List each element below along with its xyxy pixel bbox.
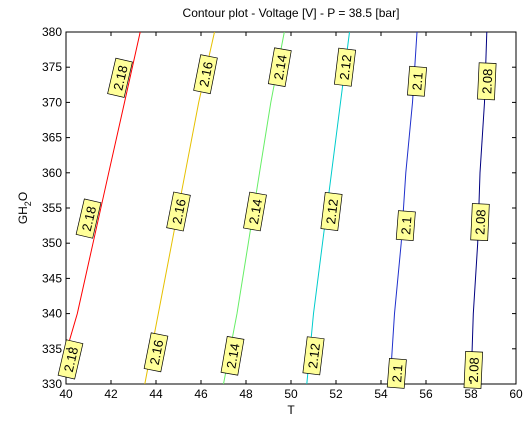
contour-label-text: 2.14 bbox=[271, 54, 290, 81]
x-tick-label: 54 bbox=[374, 387, 388, 401]
y-axis-label-main: GH bbox=[16, 206, 30, 224]
contour-label: 2.1 bbox=[395, 210, 416, 241]
contour-label: 2.14 bbox=[243, 191, 267, 232]
x-tick-label: 42 bbox=[104, 387, 118, 401]
contour-label-box bbox=[143, 332, 169, 373]
contour-label-text: 2.16 bbox=[169, 198, 189, 226]
x-tick-label: 44 bbox=[149, 387, 163, 401]
contour-label: 2.18 bbox=[107, 57, 133, 98]
contour-label-text: 2.14 bbox=[223, 342, 242, 369]
contour-label-box bbox=[107, 57, 133, 98]
contour-label: 2.18 bbox=[57, 339, 84, 380]
contour-label: 2.16 bbox=[143, 332, 169, 373]
x-tick-label: 60 bbox=[509, 387, 523, 401]
contour-label: 2.08 bbox=[463, 350, 483, 389]
contour-label: 2.14 bbox=[220, 336, 245, 376]
contour-label: 2.16 bbox=[193, 54, 218, 95]
y-axis: 330 335 340 345 350 355 360 365 370 375 380 bbox=[42, 25, 516, 391]
contour-label-box bbox=[267, 47, 292, 87]
contour-label: 2.12 bbox=[333, 47, 357, 87]
contour-label-text: 2.16 bbox=[147, 339, 167, 367]
contour-label-text: 2.08 bbox=[466, 357, 482, 383]
plot-area bbox=[65, 31, 517, 385]
contour-label: 2.1 bbox=[407, 65, 427, 97]
x-axis: 40 42 44 46 48 50 52 54 56 58 60 bbox=[59, 32, 523, 401]
contour-labels: 2.182.182.182.162.162.162.142.142.142.12… bbox=[57, 47, 497, 389]
contour-label-box bbox=[193, 54, 218, 95]
contour-label-text: 2.12 bbox=[323, 198, 341, 225]
contour-label-text: 2.16 bbox=[196, 60, 216, 88]
contour-label-box bbox=[463, 350, 483, 389]
y-tick-label: 330 bbox=[42, 377, 62, 391]
contour-label: 2.08 bbox=[477, 62, 497, 101]
y-tick-label: 350 bbox=[42, 236, 62, 250]
contour-label-box bbox=[302, 336, 325, 376]
x-tick-label: 52 bbox=[329, 387, 343, 401]
contour-label-box bbox=[166, 191, 191, 232]
y-axis-label-tail: O bbox=[16, 192, 30, 201]
contour-label-box bbox=[407, 65, 427, 97]
y-tick-label: 370 bbox=[42, 95, 62, 109]
y-axis-label: GH2O bbox=[16, 192, 33, 224]
y-tick-label: 345 bbox=[42, 271, 62, 285]
contour-label: 2.18 bbox=[75, 198, 102, 239]
y-tick-label: 340 bbox=[42, 307, 62, 321]
contour-label-text: 2.12 bbox=[305, 342, 323, 369]
x-tick-label: 50 bbox=[284, 387, 298, 401]
x-tick-label: 58 bbox=[464, 387, 478, 401]
x-tick-label: 46 bbox=[194, 387, 208, 401]
contour-label-box bbox=[57, 339, 84, 380]
y-tick-label: 380 bbox=[42, 25, 62, 39]
x-tick-label: 48 bbox=[239, 387, 253, 401]
contour-label-box bbox=[395, 210, 416, 241]
y-axis-label-subscript: 2 bbox=[23, 201, 33, 206]
contour-label-text: 2.08 bbox=[479, 68, 495, 94]
contour-label-box bbox=[477, 62, 497, 101]
contour-label-text: 2.14 bbox=[246, 198, 265, 225]
y-tick-label: 360 bbox=[42, 166, 62, 180]
contour-label-text: 2.18 bbox=[61, 345, 81, 373]
contour-label: 2.16 bbox=[166, 191, 191, 232]
y-tick-label: 335 bbox=[42, 342, 62, 356]
contour-label: 2.1 bbox=[386, 358, 407, 389]
contour-label-text: 2.18 bbox=[79, 205, 99, 233]
contour-line bbox=[66, 32, 141, 353]
contour-label-box bbox=[470, 203, 490, 242]
x-tick-label: 40 bbox=[59, 387, 73, 401]
x-tick-label: 56 bbox=[419, 387, 433, 401]
contour-label-box bbox=[75, 198, 102, 239]
y-tick-label: 365 bbox=[42, 131, 62, 145]
x-axis-label: T bbox=[287, 403, 295, 417]
contour-label: 2.14 bbox=[267, 47, 292, 87]
contour-label-text: 2.08 bbox=[472, 209, 488, 235]
chart-title: Contour plot - Voltage [V] - P = 38.5 [b… bbox=[183, 6, 400, 20]
contour-label-box bbox=[220, 336, 245, 376]
contour-label-box bbox=[333, 47, 357, 87]
contour-label-box bbox=[386, 358, 407, 389]
contour-label-text: 2.1 bbox=[409, 72, 425, 91]
contour-label: 2.12 bbox=[302, 336, 325, 376]
contour-label-text: 2.12 bbox=[337, 54, 355, 81]
contour-label: 2.08 bbox=[470, 203, 490, 242]
contour-label-text: 2.1 bbox=[389, 364, 405, 383]
contour-label-text: 2.18 bbox=[110, 64, 130, 92]
contour-label: 2.12 bbox=[320, 192, 343, 231]
contour-label-box bbox=[320, 192, 343, 231]
y-tick-label: 355 bbox=[42, 201, 62, 215]
contour-label-box bbox=[243, 191, 267, 232]
contour-label-text: 2.1 bbox=[398, 216, 414, 235]
y-tick-label: 375 bbox=[42, 60, 62, 74]
